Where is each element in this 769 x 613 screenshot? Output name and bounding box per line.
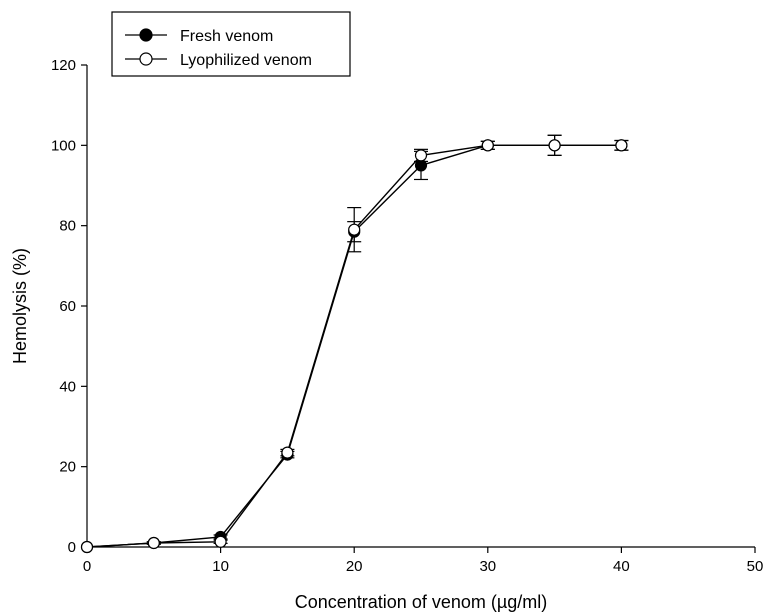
y-tick-label: 80 — [59, 218, 76, 235]
legend-box — [111, 11, 351, 77]
series-layer — [80, 134, 629, 554]
series-line — [86, 144, 622, 548]
x-tick-label: 20 — [346, 558, 363, 575]
y-tick-label: 120 — [51, 57, 76, 74]
x-axis-title: Concentration of venom (µg/ml) — [295, 592, 547, 612]
y-tick-label: 60 — [59, 298, 76, 315]
x-tick-label: 50 — [747, 558, 764, 575]
data-point — [147, 536, 160, 550]
legend-label-fresh: Fresh venom — [180, 28, 273, 45]
series-fresh-venom — [80, 134, 629, 554]
data-point — [481, 139, 494, 152]
data-point — [615, 139, 628, 152]
data-point — [214, 535, 227, 548]
x-ticks: 0 10 20 30 40 50 — [83, 547, 764, 575]
legend: Fresh venom Lyophilized venom — [111, 11, 351, 77]
x-tick-label: 30 — [479, 558, 496, 575]
y-tick-label: 20 — [59, 459, 76, 476]
axes — [86, 65, 755, 548]
data-point — [548, 139, 561, 152]
y-axis-title: Hemolysis (%) — [10, 248, 30, 364]
data-point — [80, 540, 94, 554]
series-lyophilized-venom — [80, 134, 629, 554]
x-tick-label: 40 — [613, 558, 630, 575]
data-point — [281, 446, 294, 459]
legend-marker-fresh — [139, 28, 153, 42]
y-tick-label: 0 — [68, 539, 76, 556]
series-line — [86, 144, 622, 548]
x-tick-label: 0 — [83, 558, 91, 575]
data-point — [348, 223, 361, 236]
y-tick-label: 100 — [51, 137, 76, 154]
x-tick-label: 10 — [212, 558, 229, 575]
legend-label-lyophilized: Lyophilized venom — [180, 52, 312, 69]
data-point — [414, 149, 428, 162]
legend-marker-lyophilized — [139, 52, 153, 66]
y-tick-label: 40 — [59, 378, 76, 395]
y-ticks: 0 20 40 60 80 100 120 — [51, 57, 87, 556]
